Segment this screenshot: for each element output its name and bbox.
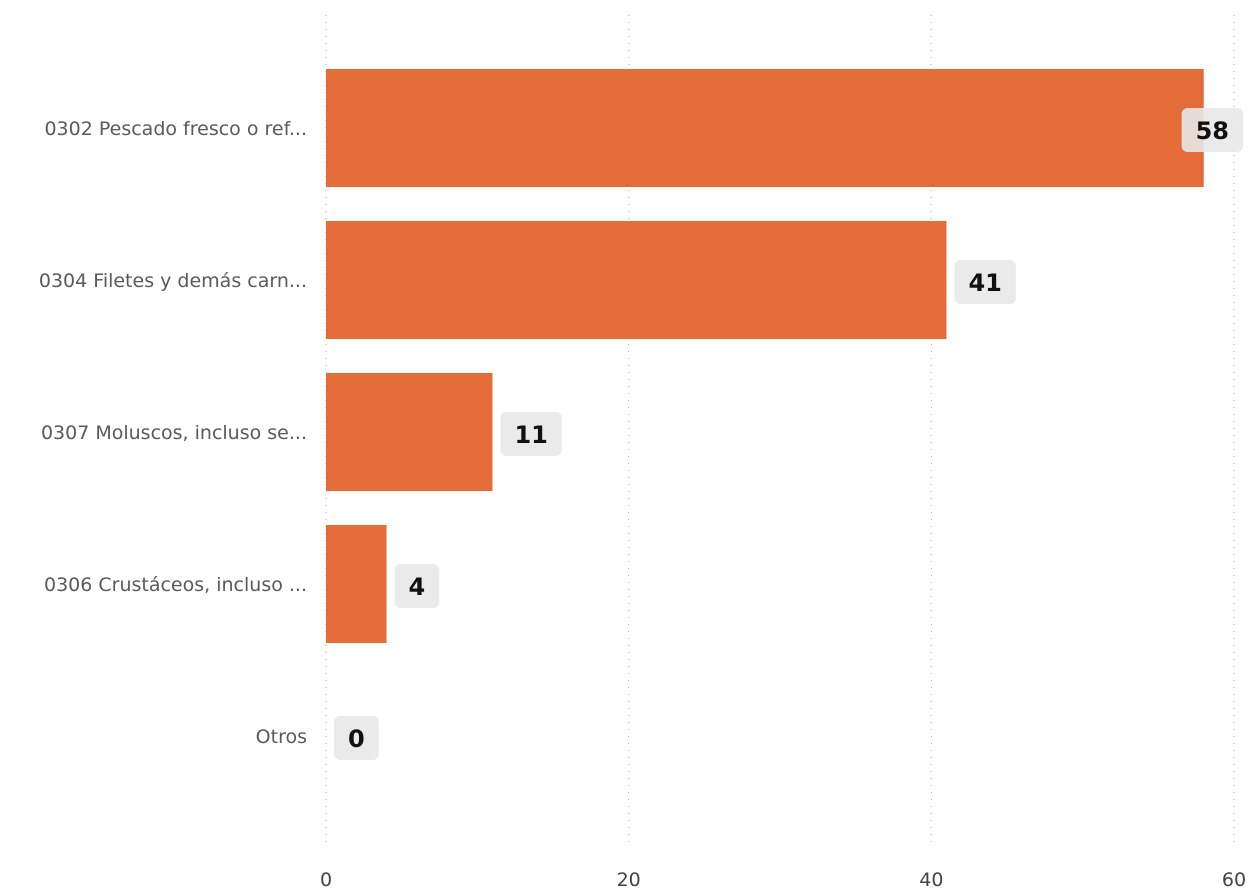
category-label: 0304 Filetes y demás carn... (39, 270, 307, 292)
bar[interactable] (326, 69, 1204, 187)
bar[interactable] (326, 221, 947, 339)
category-label: 0306 Crustáceos, incluso ... (44, 574, 307, 596)
data-label: 11 (514, 421, 547, 449)
category-axis: 0302 Pescado fresco o ref... 0304 Filetes… (39, 118, 307, 748)
data-label: 0 (348, 725, 365, 753)
bar[interactable] (326, 373, 493, 491)
data-label-background (334, 716, 379, 760)
value-axis: 0 20 40 60 (320, 869, 1246, 891)
x-tick-label: 60 (1222, 869, 1246, 891)
bar[interactable] (326, 525, 387, 643)
data-label: 58 (1196, 117, 1229, 145)
data-label-background (500, 412, 562, 456)
data-label-background (1181, 108, 1243, 152)
data-label: 41 (968, 269, 1001, 297)
data-label-background (394, 564, 440, 608)
data-label: 4 (409, 573, 426, 601)
x-tick-label: 20 (617, 869, 641, 891)
category-label: 0307 Moluscos, incluso se... (41, 422, 307, 444)
x-tick-label: 0 (320, 869, 332, 891)
x-tick-label: 40 (919, 869, 943, 891)
category-label: Otros (256, 726, 307, 748)
data-label-background (954, 260, 1016, 304)
data-label-layer: 58 41 11 4 0 (334, 108, 1243, 760)
bar-layer (326, 69, 1204, 643)
category-label: 0302 Pescado fresco o ref... (44, 118, 307, 140)
